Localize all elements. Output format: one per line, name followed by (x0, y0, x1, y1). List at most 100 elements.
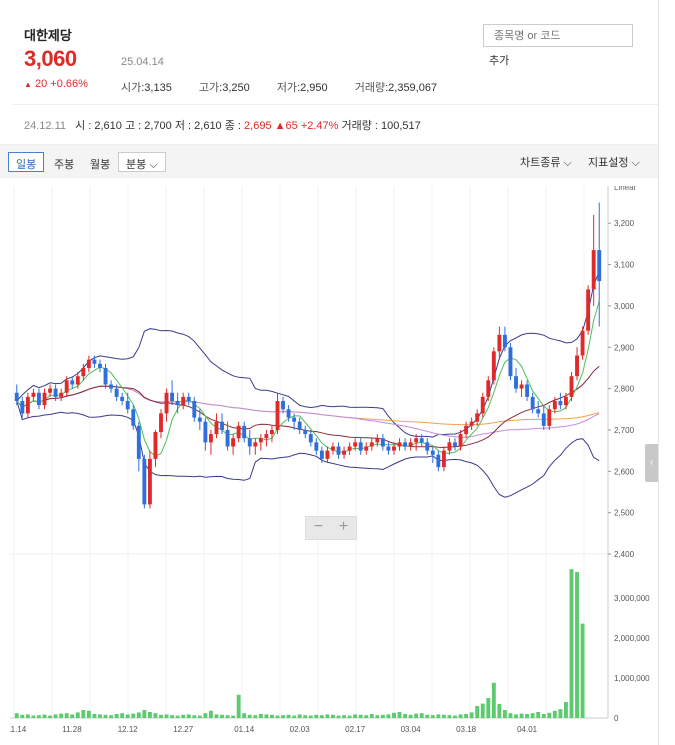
volume-bar (536, 712, 541, 718)
candle-body (242, 425, 247, 439)
volume-bar (114, 714, 119, 718)
volume-bar (480, 703, 485, 718)
volume-bar (42, 714, 47, 718)
volume-bar (347, 715, 352, 718)
volume-bar (514, 714, 518, 718)
candle-body (347, 446, 352, 451)
zoom-in-button[interactable]: + (338, 518, 349, 535)
indicator-settings-menu[interactable]: 지표설정 ⌵ (588, 154, 640, 170)
up-arrow-icon: ▲ (24, 80, 32, 89)
volume-bar (20, 714, 25, 718)
candle-body (436, 454, 441, 468)
volume-bar (197, 715, 202, 718)
candle-body (175, 401, 180, 406)
candle-body (281, 401, 285, 410)
volume-bar (564, 702, 568, 718)
volume-bar (375, 715, 380, 718)
candle-body (20, 401, 25, 414)
candle-body (458, 434, 463, 447)
indicator-label: 지표설정 (588, 157, 629, 169)
volume-bar (31, 715, 36, 718)
candle-body (353, 442, 358, 447)
candle-body (220, 421, 224, 430)
volume-bar (86, 710, 91, 718)
stock-search-input[interactable] (483, 24, 633, 47)
monthly-tab[interactable]: 월봉 (90, 159, 111, 171)
scale-label: Linear (614, 186, 637, 192)
candle-body (31, 392, 36, 397)
candle-body (225, 429, 230, 447)
chevron-down-icon: ⌵ (149, 159, 158, 171)
volume-bar (147, 712, 152, 718)
ma120-line (16, 385, 600, 426)
candle-body (319, 450, 324, 459)
candle-body (247, 438, 252, 447)
add-stock-button[interactable]: 추가 (489, 55, 510, 67)
volume-tick-label: 1,000,000 (614, 674, 650, 683)
candle-body (314, 442, 319, 451)
price-tick-label: 3,100 (614, 261, 635, 270)
volume-bar (430, 715, 435, 718)
volume-bar (131, 713, 136, 718)
volume-bar (192, 715, 197, 718)
ma20-line (16, 365, 600, 449)
candle-body (552, 401, 557, 410)
volume-tick-label: 2,000,000 (614, 634, 650, 643)
open-label: 시가 (121, 82, 142, 94)
weekly-tab[interactable]: 주봉 (54, 159, 75, 171)
chart-type-menu[interactable]: 차트종류 ⌵ (520, 154, 572, 170)
candle-body (236, 425, 241, 439)
minute-dropdown[interactable]: 분봉 ⌵ (118, 152, 166, 172)
candle-body (136, 425, 141, 459)
date-tick-label: 11.28 (62, 725, 82, 734)
chevron-down-icon: ⌵ (563, 157, 572, 169)
volume-tick-label: 0 (614, 714, 619, 723)
volume-bar (53, 714, 58, 718)
volume-bar (541, 714, 546, 718)
volume-bar (242, 713, 247, 718)
volume-bar (59, 713, 64, 718)
date-tick-label: 03.18 (456, 725, 477, 734)
candle-body (425, 442, 430, 451)
candle-body (497, 334, 502, 352)
volume-bar (181, 714, 186, 718)
date-tick-label: 11.14 (10, 725, 27, 734)
zoom-control: − + (305, 516, 357, 540)
candle-body (64, 380, 69, 393)
volume-bar (236, 694, 241, 718)
side-panel-toggle[interactable]: ‹ (645, 444, 658, 482)
ma5-line (16, 301, 600, 457)
volume-bar (142, 710, 147, 718)
volume-bar (164, 714, 169, 718)
volume-bar (25, 714, 30, 718)
candle-body (53, 388, 58, 397)
candle-body (81, 367, 86, 377)
volume-bar (464, 714, 469, 718)
price-tick-label: 3,000 (614, 302, 635, 311)
volume-bar (231, 715, 236, 718)
hover-volume: 거래량 : 100,517 (341, 120, 421, 132)
volume-bar (314, 714, 319, 718)
candle-body (392, 446, 396, 451)
volume-bar (397, 712, 402, 718)
date-tick-label: 12.12 (118, 725, 139, 734)
volume-bar (281, 715, 285, 718)
candle-body (564, 396, 568, 406)
volume-bar (491, 682, 496, 718)
candle-body (547, 409, 552, 426)
hover-close-label: 종 : (224, 120, 245, 132)
daily-tab[interactable]: 일봉 (8, 152, 45, 172)
stock-chart-panel: 대한제당 3,060 25.04.14 ▲ 20 +0.66% 시가:3,135… (0, 0, 659, 745)
volume-bar (264, 714, 269, 718)
hover-high: 고 : 2,700 (124, 120, 172, 132)
chevron-down-icon: ⌵ (631, 157, 640, 169)
minute-label: 분봉 (126, 159, 147, 171)
high-label: 고가 (198, 82, 220, 94)
volume-bar (208, 710, 213, 718)
candle-body (519, 384, 524, 389)
candle-body (586, 289, 591, 331)
candlestick-chart[interactable]: Linear 3,200 3,100 3,000 2,900 2,800 2,700 2,60… (10, 186, 658, 736)
zoom-out-button[interactable]: − (313, 518, 324, 535)
volume-bar (403, 714, 408, 718)
candle-body (59, 392, 64, 397)
